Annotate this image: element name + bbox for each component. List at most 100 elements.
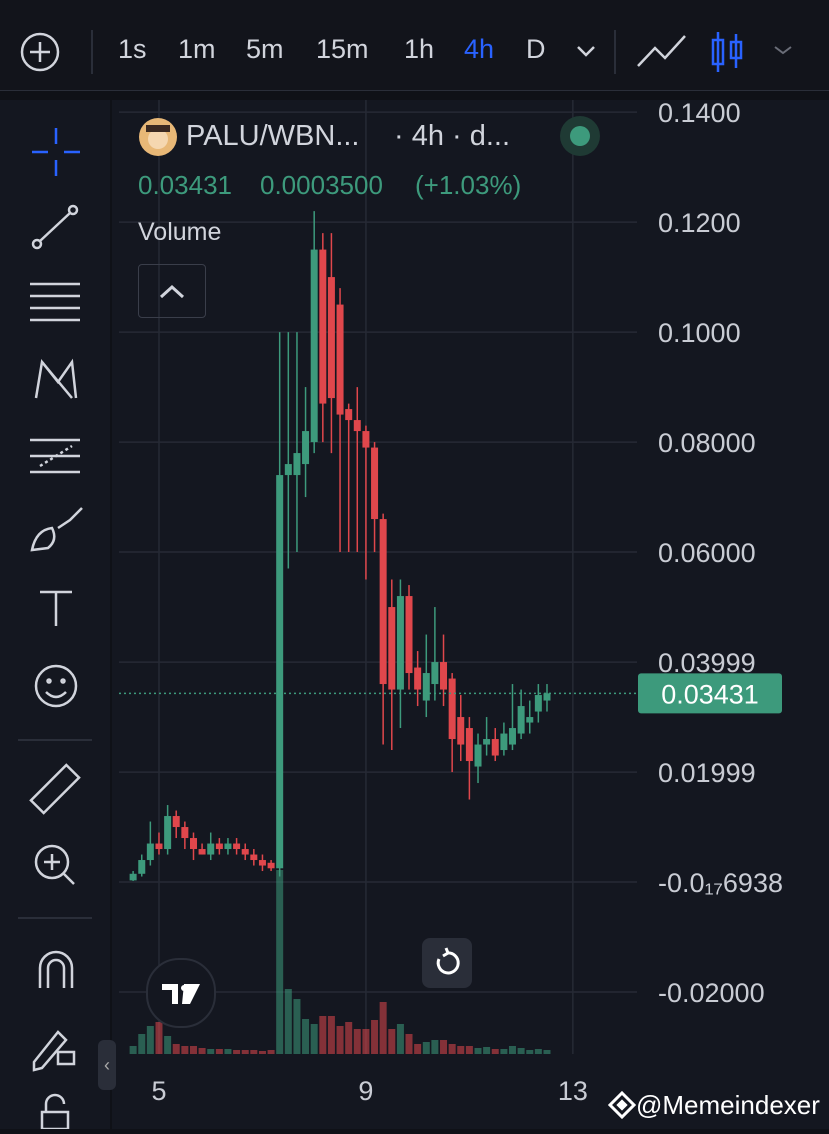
watermark: @Memeindexer <box>607 1090 820 1121</box>
last-price-badge <box>638 673 782 714</box>
indicator-name: Volume <box>138 218 222 246</box>
y-tick-label: 0.1200 <box>658 208 741 238</box>
add-button[interactable] <box>20 32 60 72</box>
candle-body <box>302 431 310 465</box>
volume-bar <box>526 1050 534 1054</box>
volume-bar <box>345 1022 353 1054</box>
candle-body <box>500 733 508 751</box>
token-icon <box>139 118 177 156</box>
volume-bar <box>319 1016 327 1054</box>
logo <box>162 984 200 1004</box>
candle-body <box>129 873 137 881</box>
candle-body <box>310 249 318 443</box>
volume-bar <box>474 1048 482 1054</box>
volume-bar <box>422 1042 430 1054</box>
volume-bar <box>293 999 301 1054</box>
watermark-icon <box>607 1090 637 1120</box>
volume-bar <box>310 1024 318 1054</box>
candle-body <box>414 667 422 690</box>
tool-icons <box>18 128 92 1131</box>
volume-bar <box>371 1020 379 1054</box>
candle-body <box>396 596 404 690</box>
y-tick-label: 0.06000 <box>658 538 756 568</box>
fib-tool[interactable] <box>30 282 80 322</box>
candle-body <box>465 728 473 762</box>
brush-tool[interactable] <box>30 507 83 552</box>
timeframe-button[interactable]: 1h <box>404 34 435 64</box>
volume-bar <box>233 1050 241 1054</box>
volume-bar <box>164 1036 172 1054</box>
timeframe-button[interactable]: 1m <box>178 34 216 64</box>
last-price-label: 0.03431 <box>661 679 759 709</box>
prediction-tool[interactable] <box>30 438 80 474</box>
chevron <box>159 284 185 299</box>
candle-body <box>440 662 448 690</box>
candle-body <box>336 304 344 415</box>
lock-tool[interactable] <box>40 1093 70 1131</box>
candle-body <box>172 816 180 828</box>
volume-bar <box>215 1049 223 1054</box>
status-indicator <box>560 116 600 156</box>
sidebar-toggle[interactable]: ‹ <box>98 1040 116 1090</box>
volume-bar <box>465 1046 473 1054</box>
x-tick-label: 9 <box>358 1076 373 1106</box>
top-toolbar: 1s 1m 5m 15m 1h 4h D <box>0 0 829 91</box>
dropdown[interactable] <box>577 46 595 57</box>
volume-bar <box>241 1050 249 1054</box>
volume-bar <box>379 1002 387 1054</box>
trendline-tool[interactable] <box>31 204 79 250</box>
zoom-tool[interactable] <box>34 844 75 885</box>
candle-body <box>155 843 163 850</box>
magnet-tool[interactable] <box>38 950 74 988</box>
volume-bar <box>517 1048 525 1054</box>
timeframe-button[interactable]: 4h <box>464 34 495 64</box>
timeframe-button[interactable]: 5m <box>246 34 284 64</box>
volume-bar <box>284 989 292 1054</box>
timeframe-button[interactable]: 1s <box>118 34 147 64</box>
lock-drawing-tool[interactable] <box>32 1030 76 1072</box>
volume-bar <box>172 1044 180 1054</box>
dropdown[interactable] <box>774 46 792 55</box>
candle-body <box>405 596 413 674</box>
symbol: PALU/WBN... <box>186 120 360 152</box>
y-tick-label: 0.1000 <box>658 318 741 348</box>
timeframe-button[interactable]: 15m <box>316 34 369 64</box>
candle-body <box>457 717 465 745</box>
pattern-tool[interactable] <box>34 358 78 399</box>
candle-body <box>431 662 439 685</box>
volume-bar <box>500 1049 508 1054</box>
volume-bar <box>388 1029 396 1054</box>
emoji-tool[interactable] <box>34 664 78 708</box>
tradingview-logo[interactable] <box>146 958 216 1028</box>
timeframe-button[interactable]: D <box>526 34 546 64</box>
line-chart-icon[interactable] <box>637 35 686 67</box>
candle-body <box>207 843 215 855</box>
candle-body <box>517 706 525 734</box>
text-tool[interactable] <box>40 590 72 626</box>
ruler-tool[interactable] <box>29 763 81 815</box>
candle-body <box>534 695 542 712</box>
volume-bar <box>189 1046 197 1054</box>
crosshair-tool[interactable] <box>32 128 80 176</box>
candle-body <box>233 843 241 850</box>
candle-body <box>181 827 189 839</box>
candle-body <box>241 849 249 855</box>
candle-body <box>293 453 301 476</box>
collapse-button[interactable] <box>138 264 206 318</box>
candle-body <box>284 464 292 476</box>
drawing-toolbar <box>0 100 110 1131</box>
candle-chart-icon[interactable] <box>711 32 743 72</box>
y-tick-label: 0.01999 <box>658 758 756 788</box>
volume-bar <box>224 1049 232 1054</box>
volume-bar <box>181 1046 189 1054</box>
volume-bar <box>491 1049 499 1054</box>
volume-bar <box>353 1029 361 1054</box>
candle-body <box>483 739 491 745</box>
candle-body <box>526 717 534 723</box>
candle-body <box>327 277 335 399</box>
candle-body <box>345 409 353 421</box>
volume-bar <box>440 1040 448 1054</box>
volume-bar <box>457 1046 465 1054</box>
candle-body <box>146 843 154 861</box>
reset-button[interactable] <box>422 938 472 988</box>
